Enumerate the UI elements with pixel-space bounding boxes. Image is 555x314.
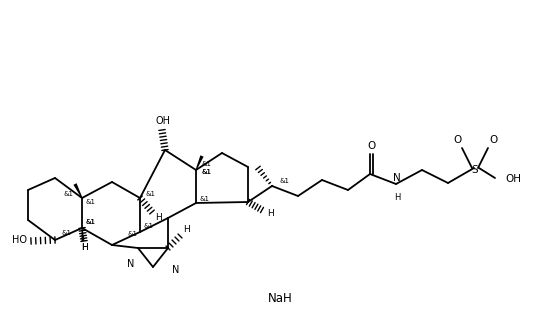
Text: &1: &1 — [201, 169, 211, 175]
Text: N: N — [172, 265, 179, 275]
Text: &1: &1 — [199, 196, 209, 202]
Text: H: H — [394, 193, 400, 202]
Text: &1: &1 — [143, 223, 153, 229]
Text: &1: &1 — [280, 178, 290, 184]
Text: HO: HO — [12, 235, 27, 245]
Text: H: H — [266, 209, 274, 219]
Text: H: H — [155, 214, 162, 223]
Text: &1: &1 — [201, 161, 211, 167]
Text: O: O — [453, 135, 461, 145]
Text: OH: OH — [505, 174, 521, 184]
Text: S: S — [472, 165, 478, 175]
Text: OH: OH — [155, 116, 170, 126]
Polygon shape — [82, 228, 84, 241]
Polygon shape — [195, 155, 204, 170]
Text: &1: &1 — [201, 169, 211, 175]
Text: O: O — [367, 141, 375, 151]
Text: N: N — [393, 173, 401, 183]
Text: NaH: NaH — [268, 291, 292, 305]
Text: N: N — [127, 259, 134, 269]
Text: O: O — [490, 135, 498, 145]
Text: &1: &1 — [64, 191, 74, 197]
Text: &1: &1 — [86, 219, 96, 225]
Text: H: H — [80, 242, 87, 252]
Text: H: H — [183, 225, 189, 235]
Text: &1: &1 — [85, 219, 95, 225]
Text: &1: &1 — [85, 199, 95, 205]
Text: &1: &1 — [128, 231, 138, 237]
Polygon shape — [73, 183, 83, 198]
Text: &1: &1 — [145, 191, 155, 197]
Text: &1: &1 — [61, 230, 71, 236]
Text: H: H — [80, 243, 87, 252]
